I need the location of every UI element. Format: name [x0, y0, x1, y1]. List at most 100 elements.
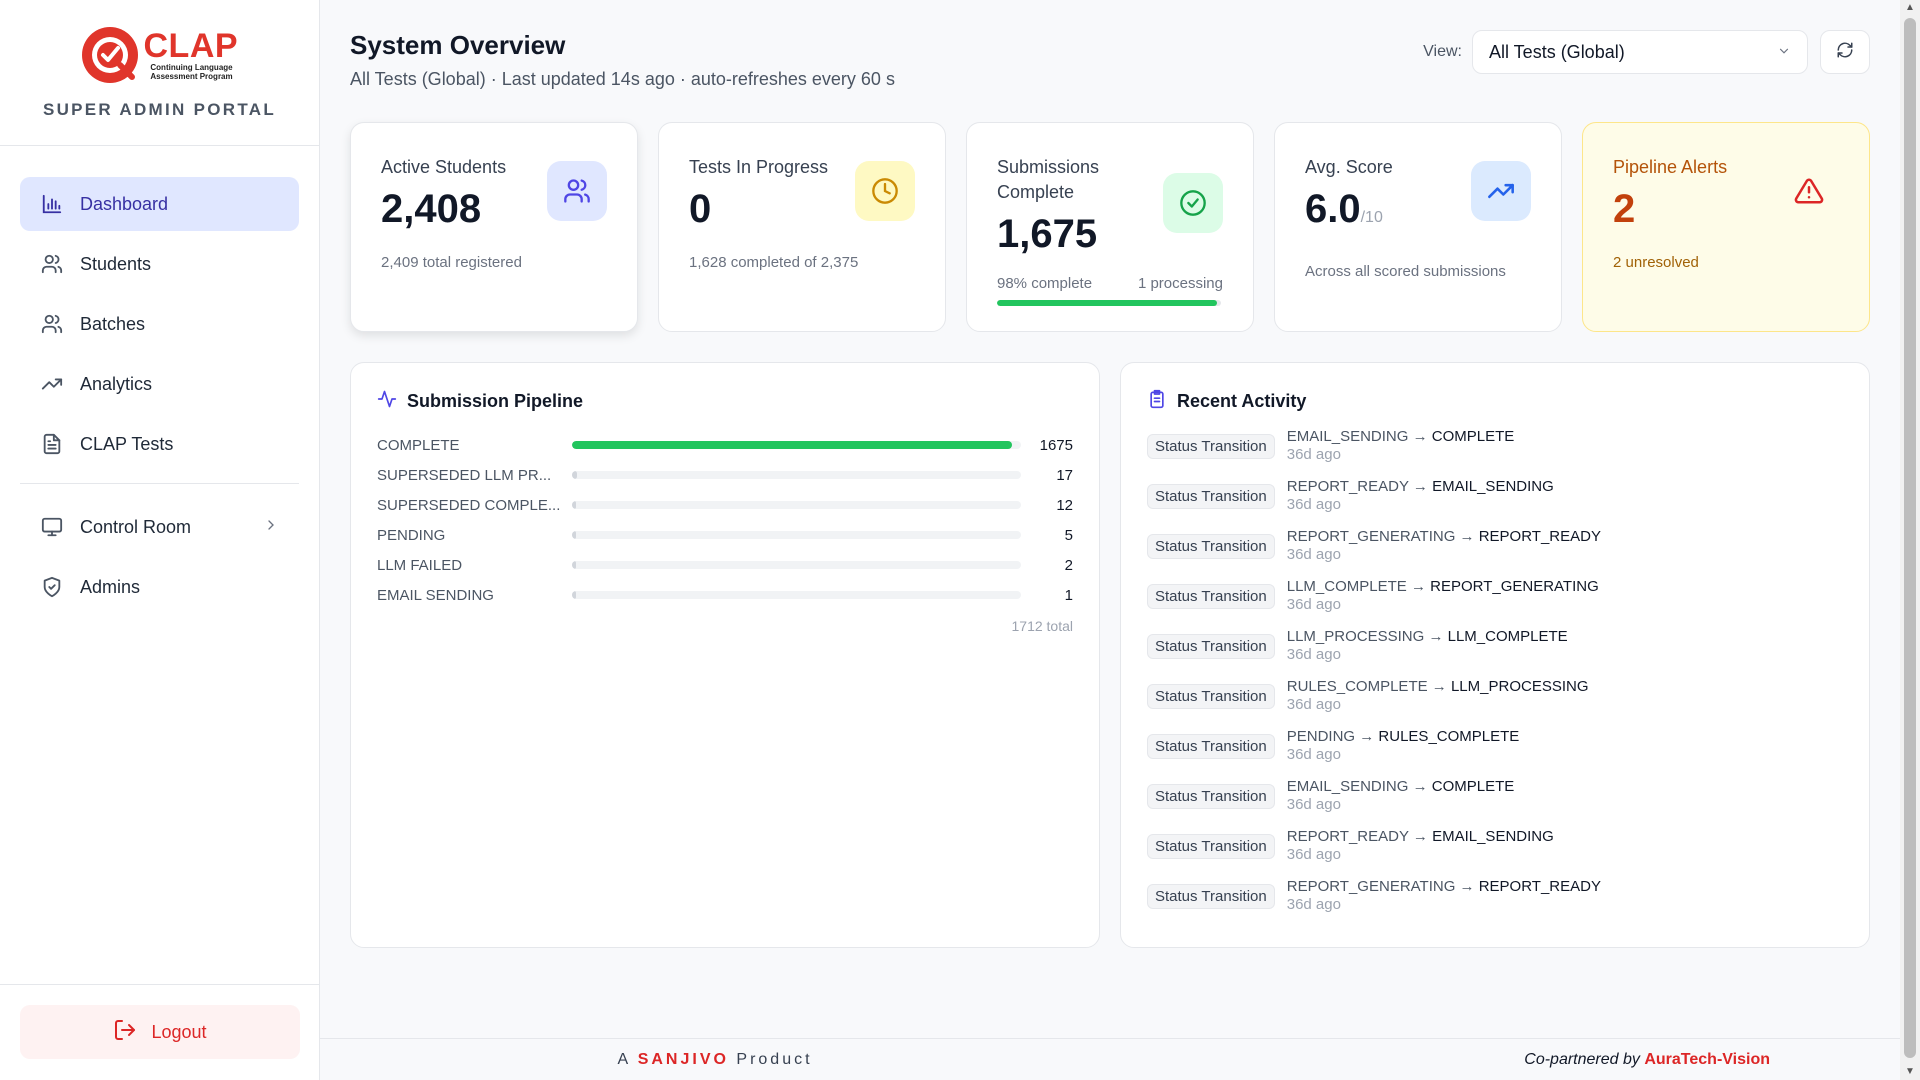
- card-value: 6.0/10: [1305, 186, 1531, 241]
- activity-badge: Status Transition: [1147, 834, 1275, 859]
- sidebar-nav: Dashboard Students Batches Analytics CLA…: [0, 146, 319, 614]
- pipeline-row: LLM FAILED 2: [377, 550, 1073, 580]
- logo-subtitle: Continuing Language Assessment Program: [150, 63, 233, 81]
- document-icon: [40, 432, 64, 456]
- sidebar-item-dashboard[interactable]: Dashboard: [20, 177, 299, 231]
- activity-to: EMAIL_SENDING: [1432, 478, 1554, 495]
- logout-label: Logout: [151, 1021, 207, 1042]
- pipeline-total: 1712 total: [1011, 618, 1074, 634]
- monitor-icon: [40, 515, 64, 539]
- activity-title: Recent Activity: [1177, 391, 1307, 411]
- card-submissions-complete[interactable]: Submissions Complete 1,675 98% complete …: [966, 122, 1254, 332]
- pipeline-row: COMPLETE 1675: [377, 430, 1073, 460]
- stat-cards: Active Students 2,408 2,409 total regist…: [350, 122, 1870, 332]
- activity-from: REPORT_GENERATING: [1286, 878, 1456, 895]
- refresh-button[interactable]: [1820, 30, 1870, 74]
- sidebar-item-analytics[interactable]: Analytics: [20, 357, 299, 411]
- activity-from: EMAIL_SENDING: [1286, 778, 1409, 795]
- activity-item: Status Transition REPORT_GENERATING → REP…: [1147, 878, 1843, 928]
- activity-from: PENDING: [1286, 728, 1356, 745]
- nav-divider: [20, 483, 299, 484]
- chevron-down-icon: [1777, 42, 1791, 63]
- pipeline-row-bar: [572, 591, 1022, 599]
- sidebar-item-batches[interactable]: Batches: [20, 297, 299, 351]
- page-scrollbar[interactable]: ▲ ▼: [1900, 0, 1920, 1080]
- scroll-thumb[interactable]: [1904, 18, 1916, 1058]
- sidebar-item-label: Batches: [80, 313, 146, 334]
- clock-icon: [855, 161, 915, 221]
- card-tests-in-progress[interactable]: Tests In Progress 0 1,628 completed of 2…: [658, 122, 946, 332]
- card-label: Avg. Score: [1305, 157, 1393, 177]
- pipeline-row-count: 1: [1064, 586, 1073, 604]
- clap-logo[interactable]: CLAP Continuing Language Assessment Prog…: [80, 24, 240, 86]
- activity-to: EMAIL_SENDING: [1432, 828, 1554, 845]
- pipeline-row: SUPERSEDED COMPLE... 12: [377, 490, 1073, 520]
- progress-bar-fill: [997, 300, 1217, 306]
- card-avg-score[interactable]: Avg. Score 6.0/10 Across all scored subm…: [1274, 122, 1562, 332]
- activity-to: REPORT_READY: [1478, 878, 1601, 895]
- activity-from: REPORT_GENERATING: [1286, 528, 1456, 545]
- main-content: System Overview All Tests (Global) · Las…: [320, 0, 1900, 1080]
- activity-item: Status Transition LLM_PROCESSING → LLM_CO…: [1147, 628, 1843, 678]
- activity-transition: RULES_COMPLETE → LLM_PROCESSING: [1286, 678, 1589, 695]
- brand-header: CLAP Continuing Language Assessment Prog…: [0, 0, 319, 146]
- card-label: Tests In Progress: [689, 157, 829, 177]
- sidebar: CLAP Continuing Language Assessment Prog…: [0, 0, 320, 1080]
- view-select-value: All Tests (Global): [1489, 41, 1625, 62]
- activity-body: REPORT_GENERATING → REPORT_READY 36d ago: [1287, 878, 1601, 913]
- pipeline-row-bar-fill: [572, 471, 577, 479]
- pipeline-row-label: PENDING: [377, 526, 446, 544]
- pipeline-row: SUPERSEDED LLM PR... 17: [377, 460, 1073, 490]
- activity-time: 36d ago: [1286, 546, 1341, 563]
- card-label: Submissions Complete: [997, 157, 1100, 202]
- clap-logo-mark: [81, 27, 138, 83]
- activity-transition: EMAIL_SENDING → COMPLETE: [1286, 778, 1515, 795]
- activity-time: 36d ago: [1286, 796, 1341, 813]
- scroll-down-arrow[interactable]: ▼: [1905, 1066, 1915, 1077]
- logo-name: CLAP: [143, 27, 239, 65]
- card-active-students[interactable]: Active Students 2,408 2,409 total regist…: [350, 122, 638, 332]
- sidebar-item-label: Dashboard: [80, 193, 169, 214]
- activity-time: 36d ago: [1286, 446, 1341, 463]
- view-select[interactable]: All Tests (Global): [1472, 30, 1808, 74]
- card-label: Pipeline Alerts: [1613, 157, 1728, 177]
- activity-badge: Status Transition: [1147, 584, 1275, 609]
- activity-item: Status Transition EMAIL_SENDING → COMPLET…: [1147, 778, 1843, 828]
- logout-button[interactable]: Logout: [20, 1005, 300, 1059]
- pipeline-row-bar-fill: [572, 561, 576, 569]
- page-subtitle: All Tests (Global) · Last updated 14s ag…: [350, 69, 895, 89]
- users-icon: [40, 312, 64, 336]
- pipeline-row-label: COMPLETE: [377, 436, 460, 454]
- footer-partner: Co-partnered by AuraTech-Vision: [1524, 1051, 1770, 1069]
- activity-from: LLM_PROCESSING: [1286, 628, 1425, 645]
- activity-item: Status Transition LLM_COMPLETE → REPORT_G…: [1147, 578, 1843, 628]
- pipeline-row-bar-fill: [572, 501, 576, 509]
- card-value: 2: [1613, 187, 1636, 231]
- progress-labels: 98% complete 1 processing: [997, 275, 1223, 292]
- pipeline-row: PENDING 5: [377, 520, 1073, 550]
- pipeline-row-count: 5: [1064, 526, 1073, 544]
- sidebar-item-admins[interactable]: Admins: [20, 560, 299, 614]
- activity-item: Status Transition RULES_COMPLETE → LLM_PR…: [1147, 678, 1843, 728]
- activity-time: 36d ago: [1286, 846, 1341, 863]
- sidebar-item-label: Admins: [80, 576, 141, 597]
- avg-score-unit: /10: [1360, 209, 1383, 226]
- sidebar-item-label: CLAP Tests: [80, 433, 174, 454]
- footer-brand: SANJIVO: [637, 1050, 729, 1068]
- card-value: 2,408: [381, 187, 482, 231]
- pipeline-row-count: 17: [1056, 466, 1073, 484]
- sidebar-item-students[interactable]: Students: [20, 237, 299, 291]
- submission-pipeline-panel: Submission Pipeline COMPLETE 1675 SUPERSED…: [350, 362, 1100, 948]
- processing-label: 1 processing: [1137, 275, 1223, 292]
- card-pipeline-alerts[interactable]: Pipeline Alerts 2 2 unresolved: [1582, 122, 1870, 332]
- shield-check-icon: [40, 575, 64, 599]
- activity-badge: Status Transition: [1147, 784, 1275, 809]
- pipeline-row-label: SUPERSEDED COMPLE...: [377, 496, 561, 514]
- scroll-up-arrow[interactable]: ▲: [1905, 2, 1915, 13]
- card-note: 1,628 completed of 2,375: [689, 254, 859, 271]
- activity-badge: Status Transition: [1147, 734, 1275, 759]
- sidebar-item-control-room[interactable]: Control Room: [20, 500, 299, 554]
- users-icon: [547, 161, 607, 221]
- progress-percent-label: 98% complete: [997, 275, 1093, 292]
- sidebar-item-clap-tests[interactable]: CLAP Tests: [20, 417, 299, 471]
